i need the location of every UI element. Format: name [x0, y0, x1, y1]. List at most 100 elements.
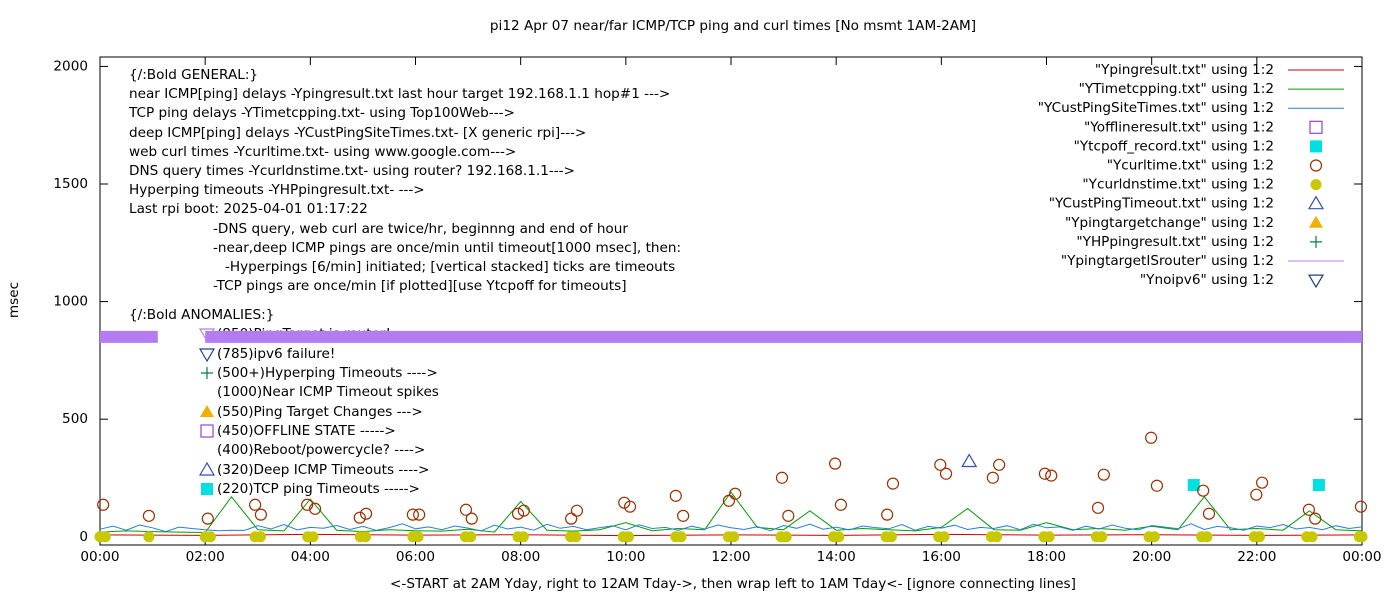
marker-dot — [204, 531, 216, 543]
marker-dot — [99, 531, 111, 543]
y-tick-label: 500 — [62, 411, 88, 427]
legend-label: "Ynoipv6" using 1:2 — [1140, 272, 1274, 288]
marker-circle — [934, 458, 947, 471]
series-line — [99, 491, 1363, 534]
marker-dot — [991, 531, 1003, 543]
marker-circle — [829, 457, 842, 470]
y-axis-label: msec — [6, 282, 22, 318]
marker-circle — [986, 471, 999, 484]
annotation: (550)Ping Target Changes ---> — [217, 404, 423, 420]
legend-label: "YTimetcpping.txt" using 1:2 — [1079, 81, 1274, 97]
legend-label: "Ytcpoff_record.txt" using 1:2 — [1074, 138, 1274, 154]
marker-plus — [1310, 235, 1322, 248]
marker-circle — [570, 504, 584, 517]
legend-label: "Ycurltime.txt" using 1:2 — [1107, 158, 1274, 174]
annotation: near ICMP[ping] delays -Ypingresult.txt … — [129, 86, 670, 102]
marker-dot — [622, 531, 634, 543]
x-tick-label: 14:00 — [817, 549, 856, 565]
series-line — [99, 523, 1363, 533]
x-tick-label: 18:00 — [1027, 549, 1066, 565]
chart-title: pi12 Apr 07 near/far ICMP/TCP ping and c… — [490, 18, 976, 34]
y-tick-label: 1500 — [53, 176, 88, 192]
annotation: Last rpi boot: 2025-04-01 01:17:22 — [129, 201, 368, 217]
marker-circle — [1045, 469, 1058, 482]
marker-circle — [1250, 488, 1263, 501]
marker-dot — [675, 531, 687, 543]
marker-dot — [412, 531, 424, 543]
marker-dot — [143, 531, 155, 543]
annotation: (1000)Near ICMP Timeout spikes — [217, 384, 439, 400]
legend-label: "Yofflineresult.txt" using 1:2 — [1084, 119, 1274, 135]
marker-square — [1187, 479, 1200, 492]
marker-dot — [517, 531, 529, 543]
legend-label: "YCustPingTimeout.txt" using 1:2 — [1049, 196, 1274, 212]
x-tick-label: 06:00 — [396, 549, 435, 565]
annotation: TCP ping delays -YTimetcpping.txt- using… — [128, 105, 515, 121]
y-tick-label: 0 — [79, 529, 88, 545]
annotation: {/:Bold ANOMALIES:} — [129, 307, 274, 323]
marker-circle — [677, 509, 690, 522]
x-tick-label: 16:00 — [922, 549, 961, 565]
marker-triangle — [198, 461, 216, 476]
marker-dot — [780, 531, 792, 543]
marker-square — [1312, 479, 1325, 492]
marker-circle — [1038, 467, 1052, 480]
marker-circle — [201, 512, 214, 525]
marker-dot — [1201, 531, 1213, 543]
legend-label: "YHPpingresult.txt" using 1:2 — [1076, 234, 1274, 250]
x-tick-label: 02:00 — [186, 549, 225, 565]
marker-dot — [465, 531, 477, 543]
annotation: -near,deep ICMP pings are once/min until… — [213, 240, 681, 256]
marker-circle — [254, 508, 268, 521]
y-tick-label: 1000 — [53, 294, 88, 310]
annotation: (500+)Hyperping Timeouts ----> — [217, 365, 438, 381]
marker-circle — [623, 500, 637, 513]
marker-triangle — [961, 453, 978, 468]
annotation: deep ICMP[ping] delays -YCustPingSiteTim… — [129, 125, 586, 141]
marker-square — [1309, 120, 1323, 134]
marker-circle — [1202, 507, 1216, 520]
marker-circle — [517, 504, 530, 517]
marker-circle — [353, 511, 366, 524]
annotation: Hyperping timeouts -YHPpingresult.txt- -… — [129, 182, 425, 198]
marker-circle — [1302, 503, 1315, 516]
marker-circle — [406, 508, 419, 521]
marker-dot — [1356, 531, 1368, 543]
annotation: -Hyperpings [6/min] initiated; [vertical… — [225, 259, 675, 275]
annotation: -DNS query, web curl are twice/hr, begin… — [213, 221, 628, 237]
marker-circle — [565, 512, 578, 525]
annotation: DNS query times -Ycurldnstime.txt- using… — [129, 163, 575, 179]
marker-circle — [249, 498, 262, 511]
marker-circle — [511, 507, 525, 520]
annotation: (320)Deep ICMP Timeouts ----> — [217, 462, 429, 478]
x-tick-label: 22:00 — [1237, 549, 1276, 565]
marker-plus — [201, 367, 213, 379]
marker-circle — [834, 498, 847, 511]
marker-circle — [722, 494, 735, 507]
legend-label: "Ycurldnstime.txt" using 1:2 — [1082, 177, 1274, 193]
marker-circle — [459, 503, 473, 516]
marker-dot — [1310, 179, 1322, 191]
marker-dot — [1253, 531, 1265, 543]
marker-circle — [1091, 501, 1105, 514]
marker-circle — [729, 487, 742, 500]
x-tick-label: 10:00 — [606, 549, 645, 565]
marker-circle — [775, 471, 789, 484]
marker-square — [201, 483, 213, 495]
annotation: (400)Reboot/powercycle? ----> — [217, 442, 425, 458]
marker-circle — [881, 508, 894, 521]
annotation: (785)ipv6 failure! — [217, 346, 335, 362]
marker-triangle — [200, 405, 214, 417]
x-tick-label: 12:00 — [711, 549, 750, 565]
marker-dot — [1043, 531, 1055, 543]
marker-circle — [308, 502, 322, 515]
marker-dot — [885, 531, 897, 543]
marker-dot — [1148, 531, 1160, 543]
x-tick-label: 04:00 — [291, 549, 330, 565]
marker-circle — [669, 489, 682, 502]
marker-triangle-down — [1307, 274, 1325, 289]
marker-dot — [728, 531, 740, 543]
marker-circle — [359, 507, 373, 520]
marker-triangle — [1307, 195, 1325, 210]
x-axis-label: <-START at 2AM Yday, right to 12AM Tday-… — [390, 576, 1076, 592]
